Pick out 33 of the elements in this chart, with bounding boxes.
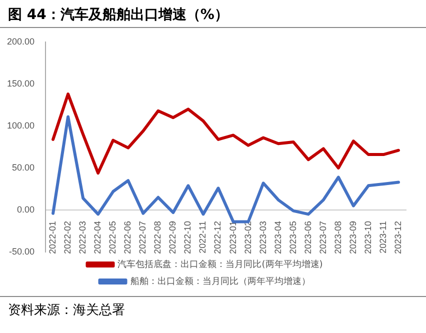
x-tick-label: 2023-01 — [228, 221, 238, 254]
x-tick-label: 2023-09 — [348, 221, 358, 254]
x-tick-label: 2023-05 — [288, 221, 298, 254]
x-tick-label: 2023-11 — [378, 221, 388, 254]
x-tick-label: 2023-12 — [392, 221, 403, 254]
x-tick-label: 2023-03 — [258, 221, 268, 254]
x-tick-label: 2022-10 — [182, 221, 193, 254]
x-tick-label: 2023-07 — [318, 221, 328, 254]
x-tick-label: 2023-08 — [332, 221, 343, 254]
x-tick-label: 2022-04 — [92, 221, 103, 254]
x-tick-label: 2022-07 — [138, 221, 148, 254]
y-tick-label: -50.00 — [8, 246, 35, 256]
x-tick-label: 2023-10 — [362, 221, 373, 254]
x-tick-label: 2022-01 — [48, 221, 58, 254]
text: 资料来源：海关总署 — [0, 296, 426, 323]
x-tick-label: 2022-09 — [168, 221, 178, 254]
x-tick-label: 2022-03 — [78, 221, 88, 254]
x-tick-label: 2022-11 — [198, 221, 208, 254]
y-tick-label: 200.00 — [6, 36, 35, 46]
x-tick-label: 2023-04 — [272, 221, 283, 254]
chart-title: 图 44：汽车及船舶出口增速（%） — [0, 0, 426, 28]
legend-label: 汽车包括底盘：出口金额：当月同比(两年平均增速) — [118, 258, 323, 270]
y-tick-label: 150.00 — [6, 78, 35, 88]
x-tick-label: 2022-08 — [152, 221, 163, 254]
y-tick-label: 0.00 — [16, 204, 35, 214]
y-tick-label: 100.00 — [6, 120, 35, 130]
x-tick-label: 2022-06 — [122, 221, 133, 254]
x-tick-label: 2022-12 — [212, 221, 223, 254]
x-tick-label: 2023-06 — [302, 221, 313, 254]
y-tick-label: 50.00 — [12, 162, 35, 172]
x-tick-label: 2022-02 — [62, 221, 73, 254]
legend-label: 船舶：出口金额：当月同比（两年平均增速） — [130, 276, 310, 287]
x-tick-label: 2022-05 — [108, 221, 118, 254]
